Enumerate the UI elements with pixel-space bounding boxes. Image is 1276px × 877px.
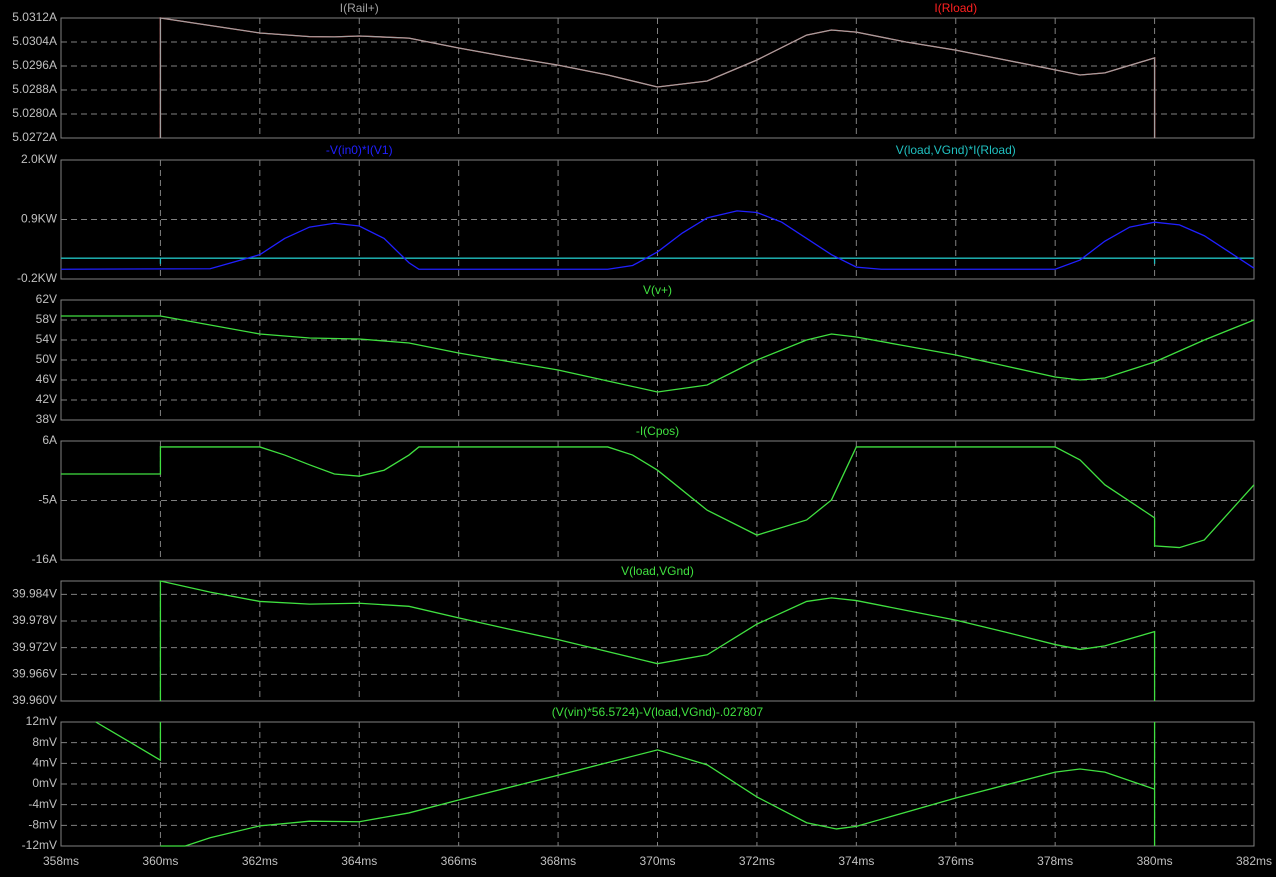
y-tick-label: 4mV (32, 756, 57, 770)
y-tick-label: 39.972V (12, 640, 57, 654)
trace-name: V(load,VGnd) (621, 564, 694, 578)
y-tick-label: 5.0288A (12, 82, 57, 96)
y-tick-label: -12mV (22, 838, 57, 852)
y-tick-label: 5.0312A (12, 10, 57, 24)
x-tick-label: 374ms (838, 854, 874, 868)
y-tick-label: 8mV (32, 735, 57, 749)
trace-name: I(Rail+) (340, 1, 379, 15)
trace-name: V(v+) (643, 283, 672, 297)
trace (60, 210, 1255, 270)
y-tick-label: 50V (36, 352, 57, 366)
y-tick-label: 0mV (32, 776, 57, 790)
y-tick-label: 54V (36, 332, 57, 346)
x-tick-label: 360ms (142, 854, 178, 868)
y-tick-label: -16A (32, 552, 57, 566)
x-tick-label: 358ms (43, 854, 79, 868)
y-tick-label: -0.2KW (17, 271, 58, 285)
y-tick-label: 62V (36, 292, 57, 306)
y-tick-label: -4mV (28, 797, 57, 811)
y-tick-label: 0.9KW (21, 212, 58, 226)
trace-name: V(load,VGnd)*I(Rload) (896, 143, 1016, 157)
y-tick-label: 39.960V (12, 693, 57, 707)
x-tick-label: 378ms (1037, 854, 1073, 868)
y-tick-label: 39.978V (12, 613, 57, 627)
trace-name: (V(vin)*56.5724)-V(load,VGnd)-.027807 (552, 705, 764, 719)
y-tick-label: 12mV (26, 714, 57, 728)
x-tick-label: 366ms (441, 854, 477, 868)
x-tick-label: 364ms (341, 854, 377, 868)
y-tick-label: 5.0304A (12, 34, 57, 48)
x-tick-label: 380ms (1137, 854, 1173, 868)
y-tick-label: 38V (36, 412, 57, 426)
trace (61, 257, 1254, 264)
y-tick-label: 46V (36, 372, 57, 386)
trace (159, 580, 1156, 701)
x-tick-label: 368ms (540, 854, 576, 868)
x-tick-label: 382ms (1236, 854, 1272, 868)
y-tick-label: 5.0296A (12, 58, 57, 72)
y-tick-label: 5.0280A (12, 106, 57, 120)
trace (61, 446, 1255, 549)
trace (61, 315, 1255, 393)
x-tick-label: 372ms (739, 854, 775, 868)
x-tick-label: 370ms (639, 854, 675, 868)
trace-name: -I(Cpos) (636, 424, 679, 438)
y-tick-label: 2.0KW (21, 152, 58, 166)
y-tick-label: 39.984V (12, 587, 57, 601)
trace-name: -V(in0)*I(V1) (326, 143, 393, 157)
y-tick-label: 58V (36, 312, 57, 326)
x-tick-label: 362ms (242, 854, 278, 868)
x-tick-label: 376ms (938, 854, 974, 868)
y-tick-label: 42V (36, 392, 57, 406)
y-tick-label: -5A (38, 493, 57, 507)
trace (159, 17, 1156, 138)
y-tick-label: 39.966V (12, 667, 57, 681)
y-tick-label: 6A (42, 433, 57, 447)
y-tick-label: -8mV (28, 818, 57, 832)
trace (95, 721, 1156, 847)
trace-name: I(Rload) (934, 1, 977, 15)
y-tick-label: 5.0272A (12, 130, 57, 144)
